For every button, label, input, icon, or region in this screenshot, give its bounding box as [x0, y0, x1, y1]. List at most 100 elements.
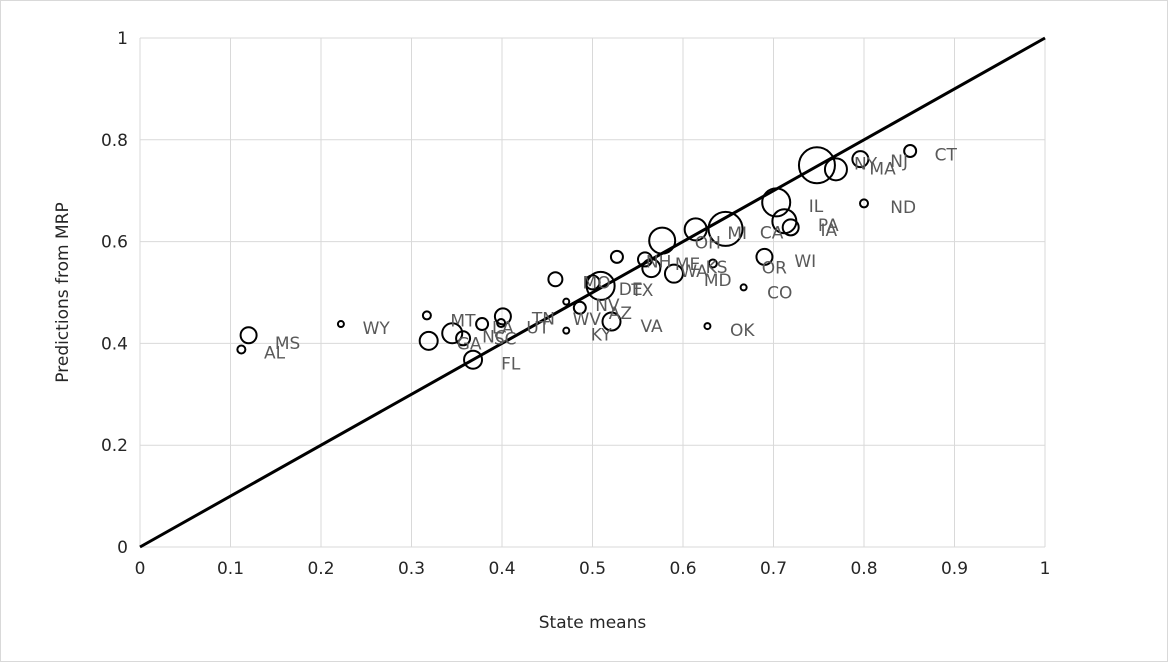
data-point [236, 344, 247, 355]
point-label: TX [630, 281, 653, 301]
data-point [336, 320, 345, 329]
point-label: LA [492, 319, 514, 339]
y-tick-label: 1 [117, 29, 128, 49]
data-point [755, 247, 774, 266]
grid [139, 37, 1046, 548]
point-label: PA [818, 216, 839, 236]
data-point [683, 217, 708, 242]
data-point [562, 326, 571, 335]
data-point [859, 198, 869, 209]
x-tick-label: 0.9 [941, 559, 968, 579]
point-label: ND [890, 198, 916, 218]
data-point [418, 330, 439, 351]
point-label: FL [501, 354, 521, 374]
data-point [823, 157, 848, 182]
point-label: SC [494, 329, 517, 349]
data-point [441, 322, 464, 345]
point-label: TN [531, 309, 555, 329]
point-label: OH [695, 234, 721, 254]
reference-line [139, 36, 1046, 549]
data-point [781, 218, 800, 237]
data-point [547, 271, 564, 288]
data-point [421, 310, 432, 321]
point-label: AL [264, 344, 286, 364]
point-label: IA [821, 221, 838, 241]
data-point [601, 311, 622, 332]
point-label: OR [762, 259, 787, 279]
data-point [707, 258, 718, 269]
point-label: CA [760, 223, 784, 243]
x-tick-label: 1 [1040, 559, 1051, 579]
x-tick-label: 0.4 [488, 559, 515, 579]
point-label: MS [275, 334, 300, 354]
x-tick-label: 0.1 [217, 559, 244, 579]
point-label: GA [457, 334, 482, 354]
data-point [572, 300, 587, 315]
point-label: MI [727, 224, 747, 244]
y-tick-labels: 0 0.2 0.4 0.6 0.8 1 [101, 29, 128, 558]
x-tick-label: 0 [135, 559, 146, 579]
data-point [663, 263, 684, 284]
y-tick-label: 0 [117, 538, 128, 558]
data-point [707, 210, 744, 247]
data-point [641, 258, 662, 279]
x-tick-label: 0.2 [307, 559, 334, 579]
point-label: CO [767, 284, 792, 304]
data-point [493, 307, 512, 326]
point-label: NC [482, 327, 507, 347]
data-point [648, 226, 677, 255]
point-label: WV [573, 310, 602, 330]
data-point [903, 143, 918, 158]
point-label: ME [675, 255, 700, 275]
point-label: NV [595, 296, 620, 316]
y-tick-label: 0.8 [101, 131, 128, 151]
x-tick-label: 0.7 [760, 559, 787, 579]
data-point [463, 349, 484, 370]
point-label: CT [935, 146, 958, 166]
data-point [851, 150, 870, 169]
point-label: MO [583, 273, 611, 293]
data-point [761, 187, 792, 218]
points-group [236, 143, 918, 370]
x-tick-label: 0.8 [850, 559, 877, 579]
data-point [609, 249, 624, 264]
x-tick-label: 0.5 [579, 559, 606, 579]
point-label: NY [854, 155, 878, 175]
point-label: NH [646, 252, 672, 272]
point-label: MA [869, 159, 896, 179]
point-label: WA [680, 262, 708, 282]
y-tick-label: 0.4 [101, 334, 128, 354]
data-point [703, 322, 712, 331]
data-point [585, 270, 616, 301]
y-axis-title: Predictions from MRP [53, 202, 73, 382]
point-label: UT [526, 319, 549, 339]
point-label: KY [591, 326, 613, 346]
point-label: KS [706, 258, 728, 278]
point-label: MT [450, 311, 476, 331]
x-tick-label: 0.6 [669, 559, 696, 579]
data-point [239, 326, 258, 345]
point-label: NJ [890, 152, 908, 172]
y-tick-label: 0.6 [101, 233, 128, 253]
data-point [739, 283, 748, 292]
point-label: WI [794, 252, 816, 272]
data-point [797, 146, 836, 185]
point-label: OK [730, 321, 755, 341]
data-point [455, 330, 472, 347]
x-tick-label: 0.3 [398, 559, 425, 579]
point-label: DE [619, 280, 643, 300]
point-label: WY [363, 319, 391, 339]
x-axis-title: State means [539, 613, 647, 633]
x-tick-labels: 0 0.1 0.2 0.3 0.4 0.5 0.6 0.7 0.8 0.9 1 [135, 559, 1051, 579]
point-label: IL [809, 197, 824, 217]
point-label: VA [640, 317, 663, 337]
point-label: AZ [609, 304, 632, 324]
point-label: MD [704, 271, 732, 291]
data-point [562, 297, 571, 306]
data-point [475, 317, 490, 332]
y-tick-label: 0.2 [101, 436, 128, 456]
